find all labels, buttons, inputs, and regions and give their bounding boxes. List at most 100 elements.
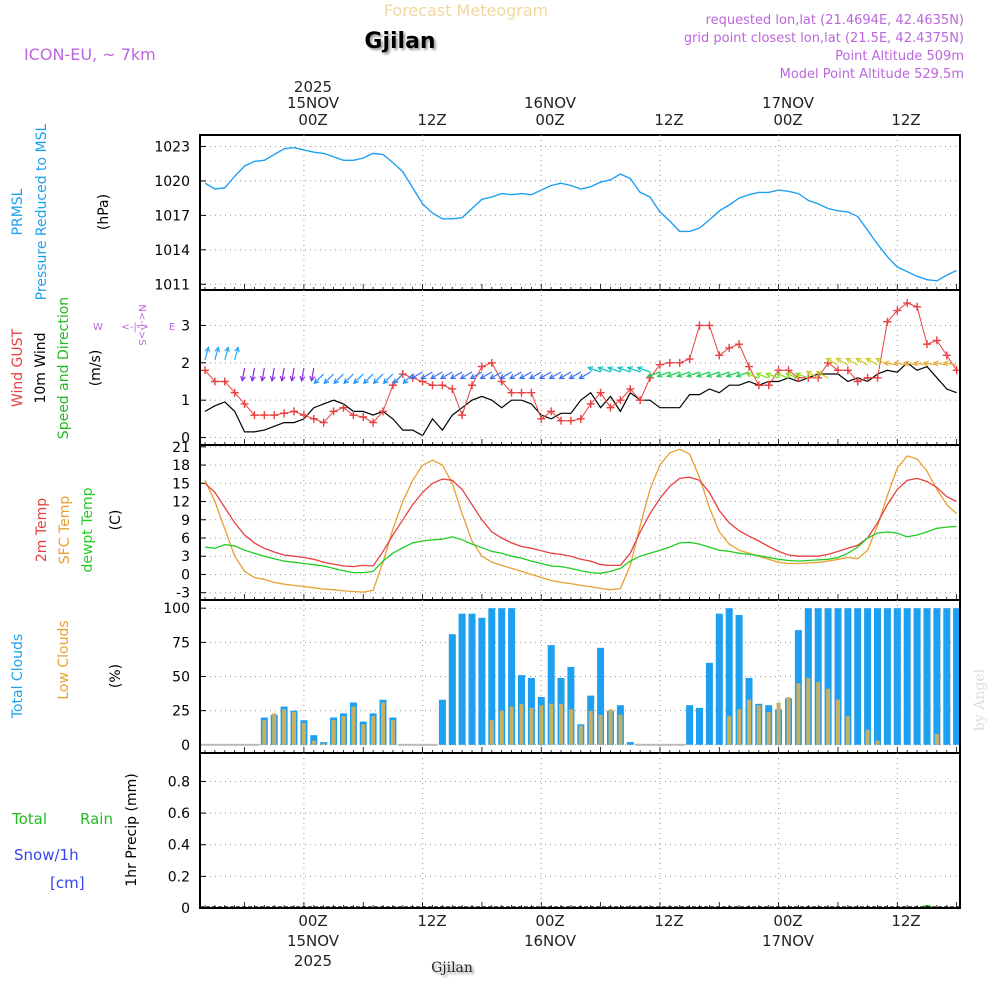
- bottom-axis-hour-00z-2: 00Z: [535, 912, 564, 930]
- dewpoint-line: [204, 525, 957, 574]
- clouds-bars: [200, 608, 961, 746]
- wind-arrow: [333, 373, 344, 385]
- compass-west: W: [93, 322, 103, 333]
- gust-marker: [428, 381, 437, 390]
- wind-arrow: [825, 357, 839, 366]
- temperature-grid: [200, 446, 960, 594]
- gust-marker: [507, 388, 516, 397]
- gust-marker: [458, 411, 467, 420]
- total-cloud-bar: [893, 608, 901, 745]
- wind-arrow: [279, 367, 286, 383]
- low-cloud-bar: [588, 710, 593, 745]
- total-cloud-bar: [696, 707, 703, 745]
- temperature-y-ticks: -3 0 3 6 9 12 15 18 21: [172, 440, 190, 602]
- precip-grid: [200, 780, 960, 909]
- wind-arrow: [666, 371, 680, 378]
- wind-arrow: [942, 360, 957, 367]
- grid-point-coords: grid point closest lon,lat (21.5E, 42.43…: [684, 31, 964, 46]
- top-axis-hour-12z-1: 12Z: [417, 111, 446, 129]
- top-axis-hour-12z-3: 12Z: [891, 111, 920, 129]
- wind-arrow: [646, 371, 661, 378]
- low-cloud-bar: [282, 709, 287, 745]
- wind-arrow: [587, 366, 601, 373]
- wind-arrow: [835, 357, 849, 366]
- pressure-unit-label: (hPa): [96, 194, 112, 230]
- gust-marker: [853, 377, 862, 386]
- bottom-time-axis: 00Z 12Z 00Z 12Z 00Z 12Z 15NOV 16NOV 17NO…: [287, 912, 921, 970]
- wind-arrow: [765, 372, 779, 379]
- temperature-tick-label: 0: [181, 567, 190, 583]
- gust-marker: [201, 366, 209, 375]
- low-cloud-bar: [272, 713, 277, 745]
- total-cloud-bar: [310, 735, 318, 745]
- low-cloud-bar: [806, 677, 811, 745]
- gust-marker: [764, 381, 773, 390]
- low-cloud-bar: [321, 743, 326, 745]
- low-cloud-bar: [845, 716, 850, 745]
- pressure-label-description: Pressure Reduced to MSL: [34, 123, 50, 300]
- wind-arrow: [259, 367, 266, 383]
- pressure-tick-label: 1014: [154, 243, 190, 259]
- wind-arrow: [686, 371, 700, 378]
- wind-arrow: [269, 367, 276, 383]
- bottom-axis-hour-12z-3: 12Z: [891, 912, 920, 930]
- wind-arrow: [402, 373, 414, 385]
- precip-y-ticks: 0 0.2 0.4 0.6 0.8: [168, 774, 190, 917]
- gust-marker: [695, 321, 704, 330]
- clouds-tick-label: 100: [163, 601, 190, 617]
- total-cloud-bar: [814, 608, 822, 745]
- low-cloud-bar: [311, 740, 316, 745]
- gust-marker: [626, 384, 635, 393]
- wind-arrow: [323, 373, 334, 385]
- wind-arrow: [755, 372, 769, 379]
- gust-marker: [230, 388, 239, 397]
- footer-location: Gjilan: [431, 960, 473, 976]
- clouds-tick-label: 50: [172, 670, 190, 686]
- pressure-tick-label: 1017: [154, 208, 190, 224]
- low-cloud-bar: [747, 699, 751, 745]
- gust-marker: [744, 362, 753, 371]
- low-cloud-bar: [737, 709, 742, 745]
- gust-marker: [477, 362, 486, 371]
- low-cloud-bar: [934, 733, 939, 745]
- gust-marker: [270, 411, 279, 420]
- wind-arrow: [204, 346, 211, 361]
- wind-speed-line: [204, 362, 957, 437]
- total-cloud-bar: [478, 617, 486, 745]
- pressure-series-line: [204, 146, 957, 282]
- wind-arrow: [715, 371, 730, 378]
- temperature-tick-label: 3: [181, 549, 190, 565]
- bottom-axis-day-1: 15NOV: [287, 932, 340, 950]
- total-cloud-bar: [567, 666, 575, 745]
- total-cloud-bar: [913, 608, 921, 745]
- top-axis-hour-12z-2: 12Z: [654, 111, 683, 129]
- wind-arrow: [509, 371, 522, 380]
- wind-arrow: [449, 371, 463, 380]
- bottom-axis-hour-12z-1: 12Z: [417, 912, 446, 930]
- total-cloud-bar: [597, 647, 605, 745]
- wind-arrow: [548, 371, 562, 380]
- wind-arrow: [815, 370, 829, 379]
- total-cloud-bar: [725, 608, 733, 745]
- precip-tick-label: 0.2: [168, 869, 190, 885]
- gust-marker: [655, 360, 664, 369]
- gust-marker: [210, 377, 219, 386]
- total-cloud-bar: [498, 608, 506, 745]
- gust-marker: [675, 358, 684, 367]
- wind-label-10m: 10m Wind: [33, 332, 49, 403]
- wind-arrow: [250, 367, 256, 383]
- total-cloud-bar: [943, 608, 951, 745]
- top-axis-hour-00z-3: 00Z: [773, 111, 802, 129]
- gust-marker: [309, 414, 318, 423]
- wind-arrow: [922, 360, 937, 367]
- pressure-tick-label: 1011: [154, 277, 190, 293]
- clouds-y-ticks: 0 25 50 75 100: [163, 601, 190, 754]
- gust-marker: [576, 414, 585, 423]
- gust-marker: [280, 409, 289, 418]
- top-time-axis: 2025 15NOV 00Z 12Z 16NOV 00Z 12Z 17NOV 0…: [287, 78, 921, 129]
- wind-arrow: [289, 367, 296, 383]
- wind-arrow: [578, 371, 592, 380]
- wind-panel: 0 1 2 3 Wind GUST 10m Wind Speed and Direct…: [10, 289, 961, 447]
- low-cloud-bar: [390, 720, 395, 745]
- wind-arrow: [372, 373, 384, 385]
